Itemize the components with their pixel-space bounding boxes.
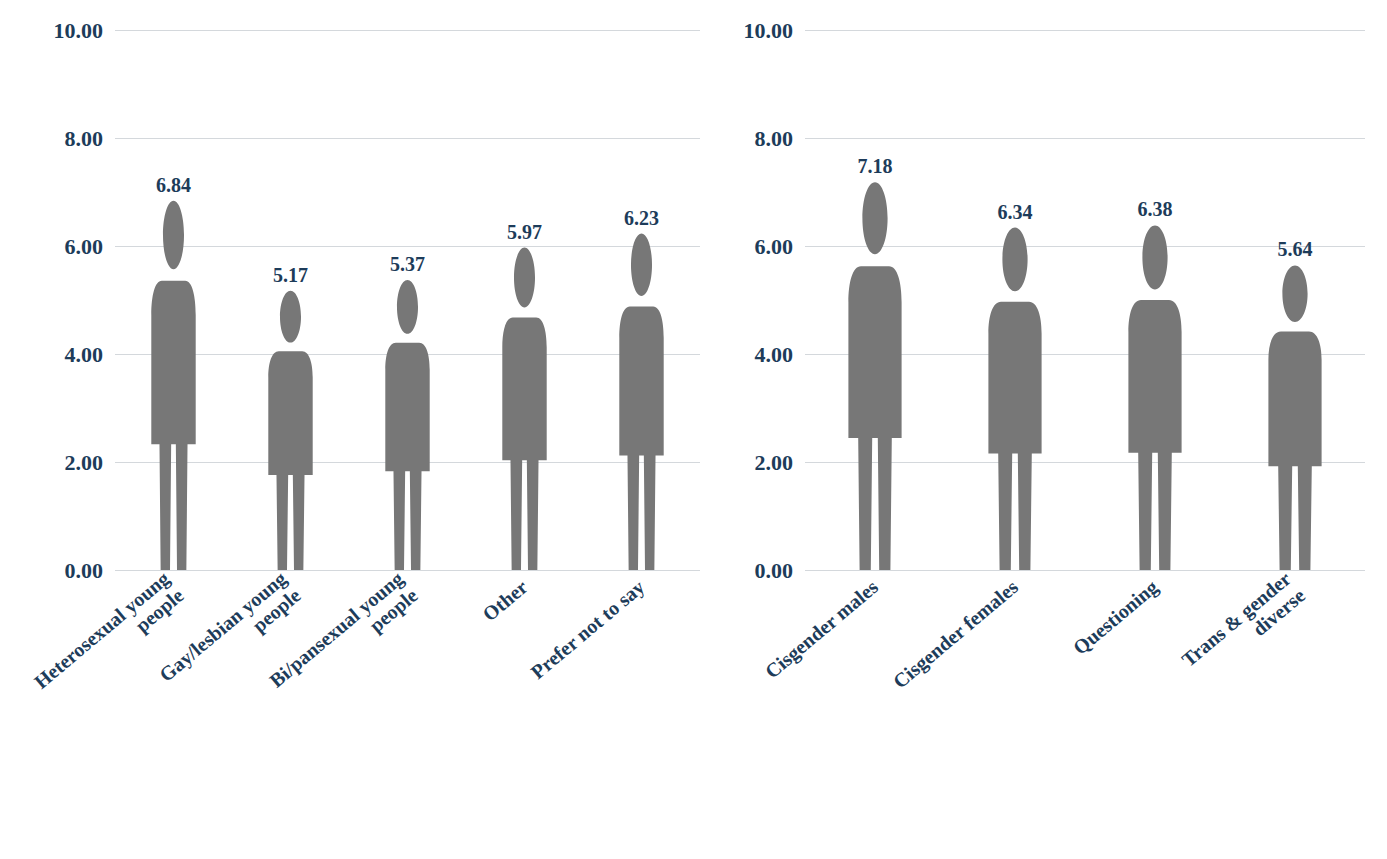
svg-text:Heterosexual young: Heterosexual young bbox=[29, 567, 174, 693]
svg-text:5.37: 5.37 bbox=[390, 253, 425, 275]
svg-text:6.34: 6.34 bbox=[998, 201, 1033, 223]
svg-text:people: people bbox=[131, 584, 188, 637]
svg-text:people: people bbox=[248, 584, 305, 637]
svg-text:6.00: 6.00 bbox=[65, 234, 104, 259]
svg-text:8.00: 8.00 bbox=[65, 126, 104, 151]
svg-text:4.00: 4.00 bbox=[755, 342, 794, 367]
svg-text:Cisgender males: Cisgender males bbox=[761, 575, 883, 683]
svg-text:10.00: 10.00 bbox=[744, 18, 794, 43]
svg-text:Questioning: Questioning bbox=[1069, 576, 1163, 660]
svg-text:Prefer not to say: Prefer not to say bbox=[527, 576, 650, 684]
svg-text:5.17: 5.17 bbox=[273, 264, 308, 286]
svg-text:diverse: diverse bbox=[1248, 584, 1309, 640]
svg-text:5.97: 5.97 bbox=[507, 221, 542, 243]
svg-text:8.00: 8.00 bbox=[755, 126, 794, 151]
svg-text:Trans & gender: Trans & gender bbox=[1177, 567, 1295, 671]
svg-text:6.38: 6.38 bbox=[1138, 198, 1173, 220]
svg-text:6.23: 6.23 bbox=[624, 207, 659, 229]
svg-text:2.00: 2.00 bbox=[65, 450, 104, 475]
svg-text:2.00: 2.00 bbox=[755, 450, 794, 475]
svg-text:Other: Other bbox=[478, 575, 531, 625]
svg-text:4.00: 4.00 bbox=[65, 342, 104, 367]
svg-text:5.64: 5.64 bbox=[1278, 238, 1313, 260]
svg-text:Gay/lesbian young: Gay/lesbian young bbox=[155, 567, 291, 686]
svg-text:6.00: 6.00 bbox=[755, 234, 794, 259]
svg-text:7.18: 7.18 bbox=[858, 155, 893, 177]
svg-text:Cisgender females: Cisgender females bbox=[889, 575, 1023, 693]
svg-text:people: people bbox=[365, 584, 422, 637]
svg-text:6.84: 6.84 bbox=[156, 174, 191, 196]
svg-text:10.00: 10.00 bbox=[54, 18, 104, 43]
svg-text:0.00: 0.00 bbox=[755, 558, 794, 583]
svg-text:Bi/pansexual young: Bi/pansexual young bbox=[265, 567, 408, 692]
svg-text:0.00: 0.00 bbox=[65, 558, 104, 583]
